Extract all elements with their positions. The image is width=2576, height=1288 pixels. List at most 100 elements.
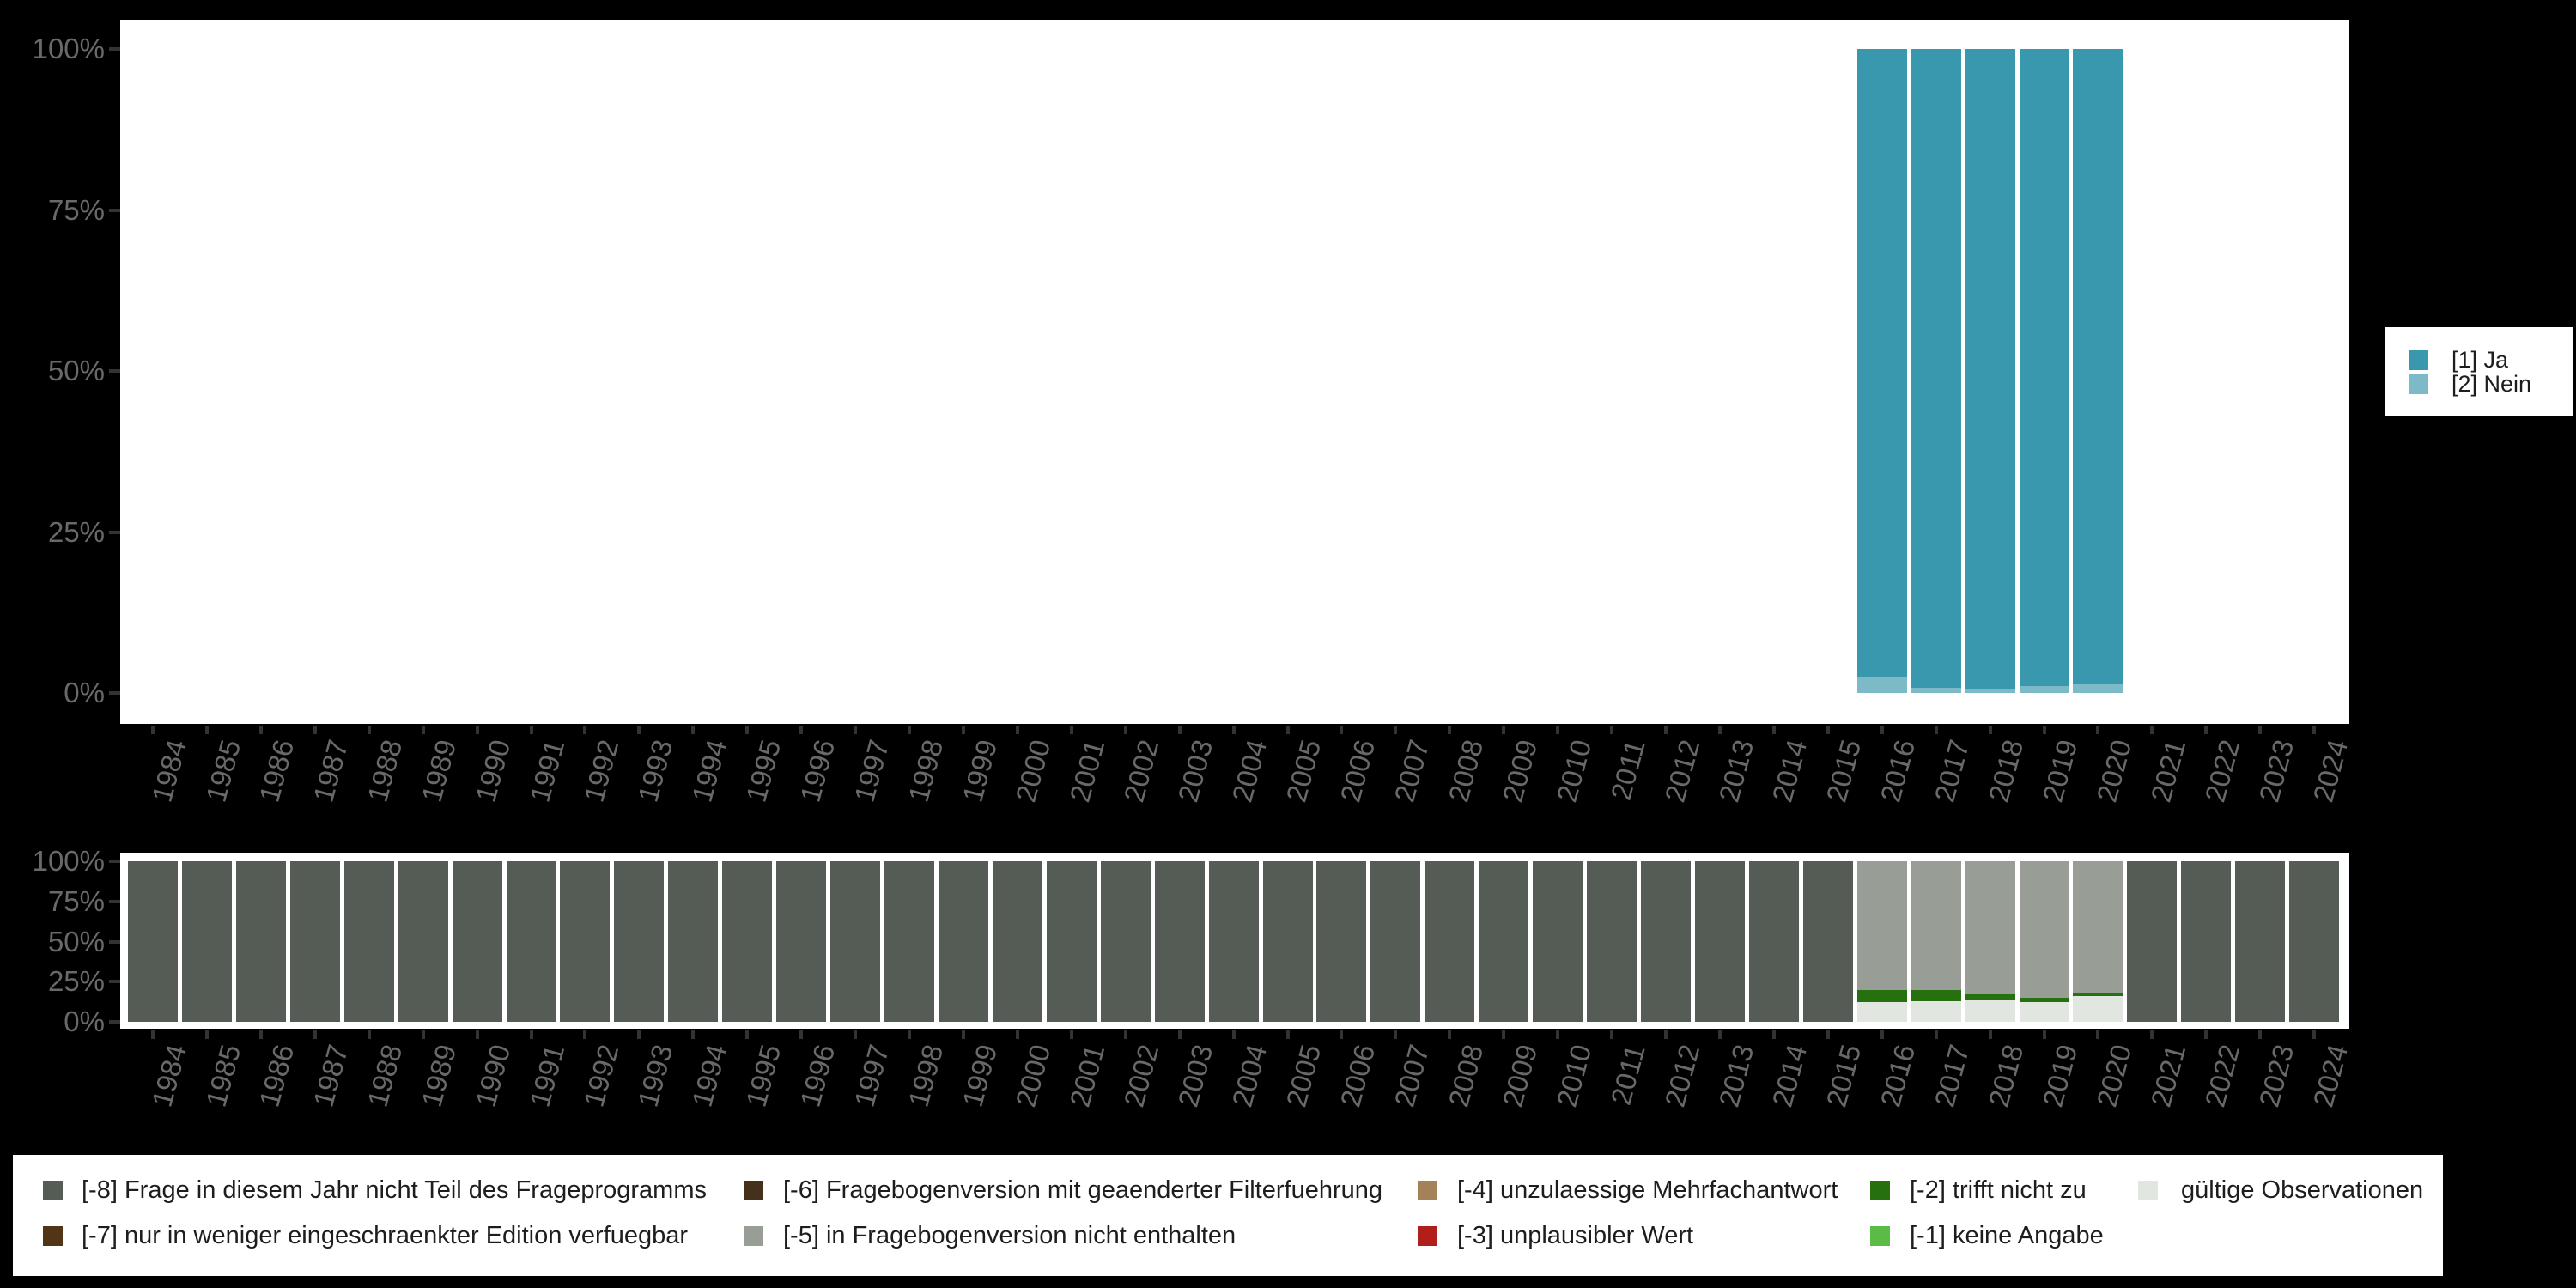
x-axis-year-label: 1992 xyxy=(577,736,625,805)
x-axis-tick xyxy=(421,726,425,734)
x-axis-tick xyxy=(2204,1030,2208,1039)
x-axis-tick xyxy=(1394,726,1398,734)
x-axis-tick xyxy=(1340,726,1344,734)
legend-color-swatch xyxy=(1870,1181,1890,1200)
x-axis-year-label: 1985 xyxy=(199,1041,246,1110)
bar-segment xyxy=(2073,996,2123,1022)
x-axis-tick xyxy=(2258,726,2263,734)
x-axis-year-label: 1993 xyxy=(631,736,679,805)
x-axis-year-label: 2009 xyxy=(1496,1041,1544,1110)
bar-segment xyxy=(2019,1001,2069,1022)
x-axis-year-label: 2016 xyxy=(1874,736,1922,805)
x-axis-tick xyxy=(1717,726,1722,734)
x-axis-year-label: 1986 xyxy=(252,736,301,805)
legend-item-label: [-7] nur in weniger eingeschraenkter Edi… xyxy=(82,1222,689,1249)
bar-segment xyxy=(506,861,556,1022)
bar-segment xyxy=(1965,999,2015,1022)
bar-segment xyxy=(560,861,611,1022)
x-axis-year-label: 2000 xyxy=(1009,736,1057,805)
legend-item-label: [2] Nein xyxy=(2451,371,2532,397)
bar-segment xyxy=(235,861,286,1022)
y-axis-tick-label: 25% xyxy=(47,965,105,998)
x-axis-year-label: 1984 xyxy=(145,1041,192,1110)
x-axis-tick xyxy=(475,1030,479,1039)
bar-segment xyxy=(938,861,988,1022)
x-axis-year-label: 1995 xyxy=(739,736,787,805)
x-axis-tick xyxy=(204,726,209,734)
legend-color-swatch xyxy=(43,1181,63,1200)
y-axis-tick xyxy=(109,899,120,903)
legend-item-label: [-8] Frage in diesem Jahr nicht Teil des… xyxy=(82,1176,707,1204)
legend-item-label: [-4] unzulaessige Mehrfachantwort xyxy=(1457,1176,1838,1204)
y-axis-tick xyxy=(109,1020,120,1024)
x-axis-year-label: 1994 xyxy=(685,736,733,805)
bar-segment xyxy=(1911,861,1961,990)
x-axis-year-label: 1998 xyxy=(902,1041,949,1110)
bar-segment xyxy=(2073,684,2123,693)
x-axis-tick xyxy=(1988,726,1992,734)
x-axis-tick xyxy=(1340,1030,1344,1039)
x-axis-tick xyxy=(637,1030,641,1039)
x-axis-year-label: 2020 xyxy=(2090,736,2138,805)
bar-segment xyxy=(2019,685,2069,693)
x-axis-tick xyxy=(1664,1030,1668,1039)
x-axis-year-label: 2012 xyxy=(1658,1041,1705,1110)
x-axis-year-label: 1984 xyxy=(145,736,192,805)
bar-segment xyxy=(776,861,827,1022)
bar-segment xyxy=(1262,861,1313,1022)
x-axis-tick xyxy=(367,1030,371,1039)
x-axis-tick xyxy=(1448,1030,1452,1039)
legend-color-swatch xyxy=(1418,1226,1437,1246)
x-axis-tick xyxy=(1988,1030,1992,1039)
bar-segment xyxy=(2289,861,2340,1022)
x-axis-tick xyxy=(799,1030,804,1039)
bar-segment xyxy=(830,861,881,1022)
x-axis-tick xyxy=(583,726,587,734)
legend-item-label: [-6] Fragebogenversion mit geaenderter F… xyxy=(783,1176,1382,1204)
x-axis-year-label: 1999 xyxy=(956,1041,1003,1110)
bar-segment xyxy=(1641,861,1692,1022)
x-axis-year-label: 2002 xyxy=(1117,1041,1165,1110)
x-axis-tick xyxy=(1448,726,1452,734)
x-axis-tick xyxy=(529,726,533,734)
y-axis-tick xyxy=(109,939,120,944)
legend-color-swatch xyxy=(2409,350,2428,370)
bar-segment xyxy=(668,861,719,1022)
x-axis-year-label: 2001 xyxy=(1063,1041,1111,1110)
legend-item-label: [1] Ja xyxy=(2451,347,2509,373)
x-axis-year-label: 1986 xyxy=(252,1041,301,1110)
x-axis-tick xyxy=(961,726,965,734)
x-axis-tick xyxy=(1123,1030,1127,1039)
x-axis-tick xyxy=(1069,1030,1073,1039)
x-axis-year-label: 2004 xyxy=(1225,1041,1273,1110)
y-axis-tick xyxy=(109,980,120,984)
x-axis-tick xyxy=(637,726,641,734)
x-axis-tick xyxy=(1069,726,1073,734)
x-axis-year-label: 2009 xyxy=(1496,736,1544,805)
x-axis-tick xyxy=(151,1030,155,1039)
x-axis-year-label: 2002 xyxy=(1117,736,1165,805)
bar-segment xyxy=(1911,1001,1961,1022)
bar-segment xyxy=(722,861,773,1022)
x-axis-year-label: 2012 xyxy=(1658,736,1705,805)
x-axis-year-label: 2003 xyxy=(1171,736,1219,805)
x-axis-tick xyxy=(1502,726,1506,734)
x-axis-year-label: 1987 xyxy=(307,1041,355,1110)
x-axis-year-label: 2005 xyxy=(1279,736,1327,805)
x-axis-tick xyxy=(1015,726,1019,734)
x-axis-year-label: 2013 xyxy=(1712,1041,1759,1110)
x-axis-year-label: 1992 xyxy=(577,1041,625,1110)
y-axis-tick xyxy=(109,530,120,534)
x-axis-tick xyxy=(745,726,750,734)
x-axis-year-label: 2010 xyxy=(1550,1041,1597,1110)
x-axis-year-label: 1994 xyxy=(685,1041,733,1110)
x-axis-year-label: 1996 xyxy=(793,736,841,805)
x-axis-tick xyxy=(2096,1030,2100,1039)
bar-segment xyxy=(1911,49,1961,688)
x-axis-tick xyxy=(1177,726,1182,734)
bar-segment xyxy=(1154,861,1205,1022)
x-axis-tick xyxy=(2258,1030,2263,1039)
x-axis-tick xyxy=(529,1030,533,1039)
